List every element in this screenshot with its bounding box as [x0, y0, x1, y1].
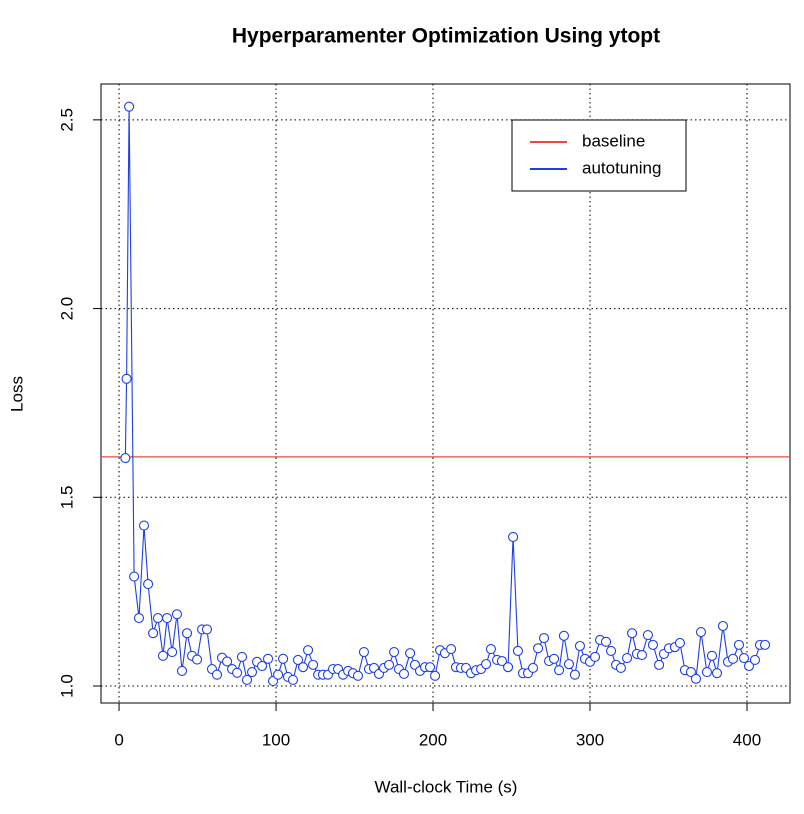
legend-box	[511, 119, 687, 192]
data-point	[527, 662, 539, 673]
data-point	[192, 654, 203, 665]
x-tick-label: 300	[576, 730, 604, 749]
data-point	[143, 579, 154, 590]
data-point	[124, 101, 135, 112]
data-point	[446, 643, 457, 655]
data-point	[711, 668, 723, 679]
data-point	[241, 674, 253, 686]
y-tick-label: 2.0	[57, 297, 76, 321]
data-point	[430, 670, 441, 681]
data-point	[532, 643, 544, 654]
data-point	[600, 636, 612, 647]
data-point	[176, 665, 188, 676]
data-point	[148, 628, 159, 639]
data-point	[287, 674, 299, 686]
data-point	[389, 646, 400, 658]
series-line	[124, 106, 766, 683]
data-point	[308, 659, 319, 670]
data-point	[303, 645, 314, 656]
data-point	[554, 665, 565, 676]
data-point	[654, 659, 665, 670]
data-point	[589, 651, 601, 663]
data-point	[549, 653, 560, 664]
data-point	[232, 667, 243, 678]
data-point	[120, 452, 131, 464]
data-point	[717, 620, 729, 632]
legend: baseline autotuning	[511, 119, 687, 192]
data-point	[690, 673, 702, 684]
chart-title: Hyperparamenter Optimization Using ytopt	[232, 25, 660, 48]
data-point	[167, 646, 178, 658]
x-axis-label: Wall-clock Time (s)	[375, 777, 518, 796]
data-point	[627, 628, 638, 639]
data-point	[615, 662, 626, 673]
data-point	[133, 613, 145, 624]
data-point	[685, 666, 696, 678]
data-point	[162, 613, 173, 624]
y-axis-label: Loss	[7, 376, 26, 412]
data-point	[171, 609, 183, 620]
data-point	[512, 645, 523, 656]
data-point	[481, 659, 492, 670]
data-point	[759, 639, 771, 650]
data-point	[485, 643, 496, 655]
data-point	[642, 630, 653, 641]
data-point	[222, 656, 233, 667]
data-point	[246, 666, 258, 678]
plot-box	[100, 83, 791, 704]
x-tick-label: 200	[419, 730, 447, 749]
data-point	[622, 653, 633, 664]
data-point	[503, 662, 514, 673]
data-point	[743, 660, 755, 672]
data-point	[701, 666, 713, 678]
data-point	[605, 645, 617, 656]
data-point	[727, 653, 739, 664]
data-point	[292, 654, 304, 666]
y-tick-label: 1.0	[57, 674, 76, 698]
data-point	[297, 662, 309, 673]
data-point	[236, 651, 248, 663]
data-point	[695, 626, 707, 638]
data-point	[201, 624, 213, 635]
y-tick-label: 1.5	[57, 485, 76, 509]
data-point	[121, 373, 132, 384]
legend-label: autotuning	[582, 158, 661, 177]
data-point	[424, 662, 436, 673]
data-point	[733, 639, 745, 650]
data-point	[749, 654, 761, 666]
data-point	[211, 669, 223, 680]
data-point	[129, 571, 140, 582]
data-point	[181, 628, 193, 639]
data-point	[384, 659, 395, 670]
data-point	[262, 653, 274, 664]
data-point	[273, 669, 284, 680]
data-point	[508, 531, 519, 542]
data-point	[574, 640, 586, 652]
data-point	[352, 670, 364, 681]
data-point	[558, 630, 569, 641]
x-tick-label: 400	[733, 730, 761, 749]
data-point	[358, 646, 369, 658]
data-point	[138, 520, 150, 531]
data-point	[405, 648, 416, 659]
data-point	[674, 637, 686, 649]
data-point	[706, 650, 718, 661]
data-point	[152, 613, 164, 624]
legend-label: baseline	[582, 131, 645, 150]
y-tick-label: 2.5	[57, 108, 76, 132]
data-point	[496, 656, 507, 667]
data-point	[257, 660, 268, 672]
x-tick-label: 0	[114, 730, 123, 749]
data-point	[569, 669, 580, 680]
data-point	[647, 639, 659, 650]
data-point	[636, 650, 648, 661]
data-point	[563, 659, 575, 670]
data-point	[538, 633, 550, 644]
data-point	[738, 653, 750, 664]
data-point	[398, 668, 410, 679]
x-tick-label: 100	[262, 730, 290, 749]
data-point	[278, 653, 289, 664]
data-point	[157, 650, 169, 661]
